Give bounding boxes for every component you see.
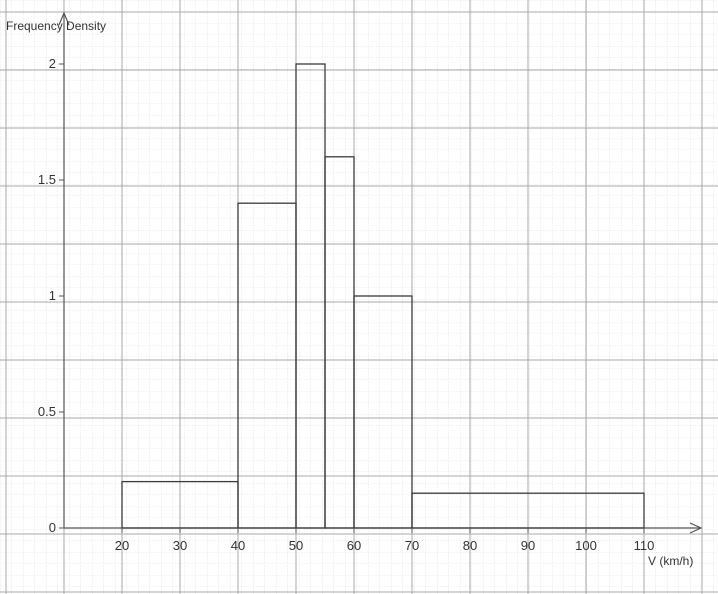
- x-tick-label: 90: [521, 538, 535, 553]
- x-axis-label: V (km/h): [648, 554, 693, 568]
- x-tick-label: 40: [231, 538, 245, 553]
- x-tick-label: 70: [405, 538, 419, 553]
- y-axis-label: Frequency Density: [6, 19, 106, 33]
- histogram-bars: [121, 63, 645, 529]
- y-tick-label: 1: [49, 288, 56, 303]
- x-tick-label: 30: [173, 538, 187, 553]
- x-tick-label: 110: [634, 538, 655, 553]
- x-axis-arrow: [689, 522, 703, 534]
- x-tick-label: 20: [115, 538, 129, 553]
- y-tick-label: 1.5: [38, 172, 56, 187]
- x-tick-label: 60: [347, 538, 361, 553]
- y-tick-label: 0.5: [38, 404, 56, 419]
- y-tick-label: 2: [49, 56, 56, 71]
- x-tick-label: 100: [575, 538, 597, 553]
- y-axis-arrow: [58, 11, 70, 26]
- y-tick-label: 0: [49, 520, 56, 535]
- x-axis-ticks: 20 30 40 50 60 70 80 90 100 110: [115, 528, 655, 553]
- histogram-bar-5: [353, 295, 413, 529]
- y-axis-ticks: 0 0.5 1 1.5 2: [38, 56, 64, 535]
- x-tick-label: 50: [289, 538, 303, 553]
- x-tick-label: 80: [463, 538, 477, 553]
